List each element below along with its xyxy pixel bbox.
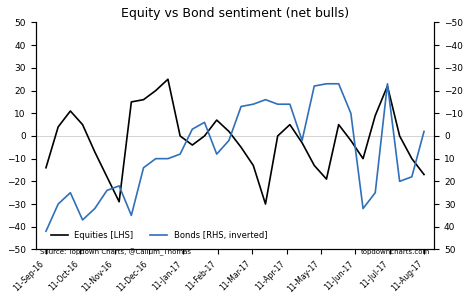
Line: Bonds [RHS, inverted]: Bonds [RHS, inverted] xyxy=(46,84,424,231)
Equities [LHS] xyxy=(372,114,378,117)
Equities [LHS] xyxy=(68,109,73,113)
Line: Equities [LHS]: Equities [LHS] xyxy=(46,79,424,204)
Equities [LHS] xyxy=(92,150,98,154)
Bonds [RHS, inverted] xyxy=(92,207,98,210)
Equities [LHS] xyxy=(421,173,427,176)
Bonds [RHS, inverted] xyxy=(421,130,427,133)
Bonds [RHS, inverted] xyxy=(251,102,256,106)
Title: Equity vs Bond sentiment (net bulls): Equity vs Bond sentiment (net bulls) xyxy=(121,7,349,20)
Equities [LHS] xyxy=(165,77,171,81)
Equities [LHS] xyxy=(43,166,49,169)
Equities [LHS] xyxy=(348,139,353,142)
Bonds [RHS, inverted] xyxy=(202,120,207,124)
Bonds [RHS, inverted] xyxy=(263,98,268,101)
Bonds [RHS, inverted] xyxy=(214,152,219,156)
Equities [LHS] xyxy=(409,157,415,160)
Bonds [RHS, inverted] xyxy=(287,102,293,106)
Equities [LHS] xyxy=(384,84,390,88)
Bonds [RHS, inverted] xyxy=(165,157,171,160)
Text: Source: Topdown Charts, @Callum_Thomas: Source: Topdown Charts, @Callum_Thomas xyxy=(39,248,191,256)
Equities [LHS] xyxy=(287,123,293,126)
Equities [LHS] xyxy=(80,123,86,126)
Equities [LHS] xyxy=(238,145,244,149)
Bonds [RHS, inverted] xyxy=(336,82,342,85)
Equities [LHS] xyxy=(312,164,317,167)
Bonds [RHS, inverted] xyxy=(80,218,86,222)
Equities [LHS] xyxy=(141,98,146,101)
Bonds [RHS, inverted] xyxy=(384,82,390,85)
Equities [LHS] xyxy=(214,118,219,122)
Bonds [RHS, inverted] xyxy=(226,139,232,142)
Equities [LHS] xyxy=(299,141,305,144)
Equities [LHS] xyxy=(55,125,61,129)
Equities [LHS] xyxy=(324,177,329,181)
Bonds [RHS, inverted] xyxy=(312,84,317,88)
Bonds [RHS, inverted] xyxy=(360,207,366,210)
Bonds [RHS, inverted] xyxy=(68,191,73,194)
Equities [LHS] xyxy=(177,134,183,138)
Bonds [RHS, inverted] xyxy=(189,127,195,131)
Bonds [RHS, inverted] xyxy=(141,166,146,169)
Legend: Equities [LHS], Bonds [RHS, inverted]: Equities [LHS], Bonds [RHS, inverted] xyxy=(48,227,270,243)
Equities [LHS] xyxy=(360,157,366,160)
Equities [LHS] xyxy=(128,100,134,104)
Text: topdowncharts.com: topdowncharts.com xyxy=(361,249,431,255)
Equities [LHS] xyxy=(104,175,110,178)
Bonds [RHS, inverted] xyxy=(409,175,415,178)
Bonds [RHS, inverted] xyxy=(324,82,329,85)
Equities [LHS] xyxy=(397,134,402,138)
Bonds [RHS, inverted] xyxy=(275,102,281,106)
Bonds [RHS, inverted] xyxy=(55,202,61,206)
Equities [LHS] xyxy=(202,134,207,138)
Equities [LHS] xyxy=(275,134,281,138)
Bonds [RHS, inverted] xyxy=(128,214,134,217)
Bonds [RHS, inverted] xyxy=(153,157,158,160)
Equities [LHS] xyxy=(153,89,158,92)
Bonds [RHS, inverted] xyxy=(348,111,353,115)
Bonds [RHS, inverted] xyxy=(238,105,244,108)
Equities [LHS] xyxy=(336,123,342,126)
Bonds [RHS, inverted] xyxy=(43,229,49,233)
Bonds [RHS, inverted] xyxy=(117,184,122,188)
Equities [LHS] xyxy=(226,130,232,133)
Equities [LHS] xyxy=(251,164,256,167)
Bonds [RHS, inverted] xyxy=(372,191,378,194)
Bonds [RHS, inverted] xyxy=(397,179,402,183)
Bonds [RHS, inverted] xyxy=(177,152,183,156)
Equities [LHS] xyxy=(117,200,122,203)
Equities [LHS] xyxy=(189,143,195,147)
Equities [LHS] xyxy=(263,202,268,206)
Bonds [RHS, inverted] xyxy=(104,189,110,192)
Bonds [RHS, inverted] xyxy=(299,139,305,142)
